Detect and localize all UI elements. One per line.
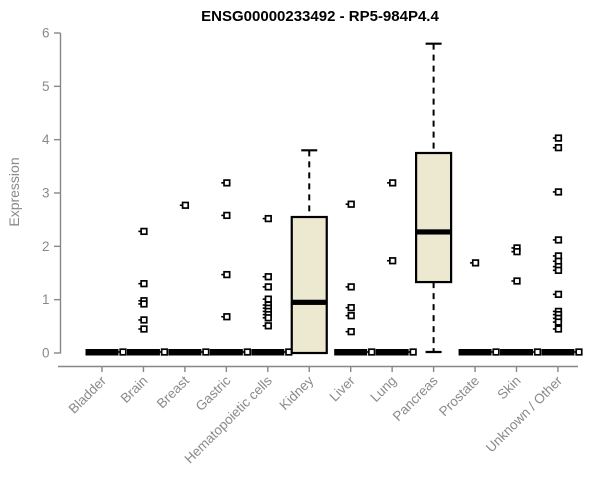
outlier-point-brain (140, 300, 148, 308)
outlier-point-hematopoietic-cells (264, 295, 272, 303)
zero-point-bladder (119, 348, 127, 356)
outlier-point-gastric (223, 313, 231, 321)
outlier-point-unknown-other (554, 318, 563, 326)
zero-point-lung (409, 348, 417, 356)
outlier-point-prostate (471, 259, 480, 267)
x-tick-label-liver: Liver (327, 373, 359, 405)
x-tick-label-unknown-other: Unknown / Other (483, 373, 566, 456)
y-tick-label-2: 2 (42, 239, 50, 254)
x-tick-label-prostate: Prostate (436, 373, 482, 419)
outlier-point-unknown-other (554, 188, 563, 196)
outlier-point-gastric (223, 179, 231, 187)
outlier-point-liver (347, 304, 355, 312)
zero-bar-gastric (209, 349, 243, 356)
outlier-point-unknown-other (554, 134, 563, 142)
y-tick-label-3: 3 (42, 186, 50, 201)
outlier-point-hematopoietic-cells (264, 273, 272, 281)
zero-bar-liver (334, 349, 368, 356)
x-tick-label-gastric: Gastric (193, 373, 234, 414)
outlier-point-lung (389, 257, 397, 265)
chart-title: ENSG00000233492 - RP5-984P4.4 (201, 8, 439, 25)
x-tick-label-brain: Brain (118, 373, 151, 406)
zero-bar-breast (168, 349, 202, 356)
box-kidney (290, 215, 328, 355)
outlier-point-brain (140, 280, 148, 288)
outlier-point-lung (389, 179, 397, 187)
outlier-point-unknown-other (554, 236, 563, 244)
outlier-point-breast (181, 201, 190, 209)
zero-point-liver (368, 348, 376, 356)
x-tick-label-kidney: Kidney (277, 373, 317, 413)
x-tick-label-skin: Skin (494, 373, 523, 402)
y-tick-label-4: 4 (42, 132, 50, 147)
x-tick-label-lung: Lung (367, 373, 399, 405)
outlier-point-brain (140, 316, 148, 324)
zero-point-skin (533, 348, 542, 356)
outlier-point-unknown-other (554, 290, 563, 298)
zero-point-gastric (243, 348, 252, 356)
y-tick-label-6: 6 (42, 26, 50, 41)
outlier-point-unknown-other (554, 325, 563, 333)
zero-bar-brain (126, 349, 160, 356)
outlier-point-hematopoietic-cells (264, 283, 272, 291)
zero-point-unknown-other (575, 348, 583, 356)
outlier-point-gastric (223, 270, 231, 279)
zero-bar-bladder (85, 349, 119, 356)
outlier-point-unknown-other (554, 144, 563, 152)
outlier-point-gastric (223, 211, 231, 220)
zero-bar-prostate (458, 349, 492, 356)
y-tick-label-0: 0 (42, 346, 50, 361)
box-pancreas (415, 151, 453, 284)
outlier-point-brain (140, 227, 148, 236)
outlier-point-brain (140, 325, 148, 333)
y-tick-label-1: 1 (42, 292, 50, 307)
outlier-point-hematopoietic-cells (264, 214, 272, 223)
median-pancreas (416, 229, 452, 235)
x-tick-label-pancreas: Pancreas (390, 373, 441, 424)
outlier-point-liver (347, 200, 355, 208)
outlier-point-hematopoietic-cells (264, 322, 272, 330)
outlier-point-skin (513, 277, 521, 285)
x-tick-label-bladder: Bladder (66, 373, 110, 417)
median-kidney (291, 299, 327, 305)
y-tick-label-5: 5 (42, 79, 50, 94)
zero-point-breast (202, 348, 210, 356)
x-tick-label-breast: Breast (154, 373, 192, 411)
outlier-point-liver (347, 283, 355, 291)
zero-bar-unknown-other (541, 349, 575, 356)
outlier-point-liver (347, 312, 355, 320)
outlier-point-unknown-other (554, 266, 563, 274)
outlier-point-hematopoietic-cells (264, 314, 272, 322)
zero-bar-hematopoietic-cells (251, 349, 285, 356)
outlier-point-skin (513, 248, 521, 256)
outlier-point-liver (347, 328, 355, 336)
zero-bar-skin (500, 349, 533, 356)
zero-point-brain (160, 348, 169, 356)
zero-point-prostate (492, 348, 500, 356)
zero-bar-lung (375, 349, 409, 356)
